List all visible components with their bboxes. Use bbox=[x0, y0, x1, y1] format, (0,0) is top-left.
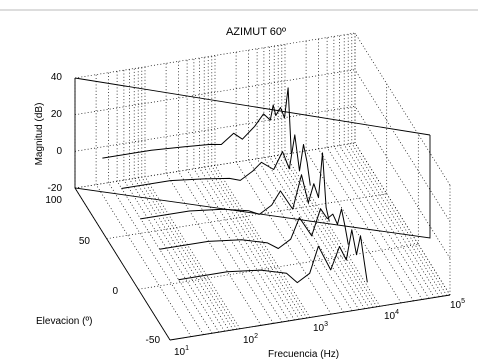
side-wall-grid-line bbox=[354, 69, 451, 222]
x-tick-label: 101 bbox=[174, 345, 189, 358]
curves-layer bbox=[102, 87, 368, 284]
floor-grid-line bbox=[214, 165, 311, 318]
top-back-edge bbox=[74, 77, 431, 136]
y-tick-label: 0 bbox=[112, 286, 118, 297]
floor-grid-line bbox=[269, 156, 365, 309]
floor-grid-line bbox=[199, 167, 295, 321]
floor-grid-line bbox=[347, 143, 444, 297]
floor-grid-line bbox=[123, 179, 220, 333]
floor-grid-line bbox=[74, 187, 171, 341]
x-axis: 101 102 103 104 105 Frecuencia (Hz) bbox=[174, 298, 465, 360]
chart-title: AZIMUT 60º bbox=[226, 26, 286, 38]
response-curve bbox=[178, 229, 368, 284]
y-tick-label: -50 bbox=[146, 335, 161, 346]
floor-grid-line bbox=[339, 145, 435, 298]
x-tick-label: 103 bbox=[313, 321, 328, 334]
back-wall-outline bbox=[74, 78, 431, 239]
floor-grid-line bbox=[235, 161, 332, 315]
y-tick-label: 100 bbox=[45, 195, 62, 206]
floor-grid-line bbox=[116, 181, 213, 334]
z-tick-label: 0 bbox=[56, 146, 62, 157]
y-tick-label: 50 bbox=[79, 236, 91, 247]
floor-grid-line bbox=[193, 168, 290, 322]
floor-grid-line bbox=[129, 179, 225, 332]
floor-grid-line bbox=[326, 147, 423, 300]
response-curve bbox=[140, 152, 330, 222]
floor-grid-line bbox=[186, 169, 283, 323]
response-curve bbox=[121, 134, 311, 189]
z-tick-label: 40 bbox=[51, 72, 63, 83]
z-tick-label: -20 bbox=[48, 183, 63, 194]
floor-grid-line bbox=[95, 184, 192, 337]
floor-grid-line bbox=[138, 243, 419, 290]
floor-grid-line bbox=[178, 171, 274, 324]
back-wall-grid-line bbox=[74, 69, 356, 116]
z-tick-label: 20 bbox=[51, 109, 63, 120]
x-tick-label: 102 bbox=[243, 333, 258, 346]
z-axis: 40 20 0 -20 Magnitud (dB) bbox=[34, 72, 62, 194]
floor-grid-line bbox=[207, 166, 304, 319]
floor-grid-line bbox=[277, 155, 374, 308]
floor-grid-line bbox=[169, 294, 451, 341]
floor-grid-line bbox=[144, 176, 241, 329]
floor-grid-line bbox=[273, 155, 370, 309]
floor-grid-line bbox=[343, 144, 440, 297]
floor-grid-line bbox=[281, 154, 378, 307]
response-curve bbox=[102, 87, 292, 159]
floor-grid-line bbox=[318, 148, 414, 302]
back-wall-grid-line bbox=[74, 142, 356, 189]
floor-grid-line bbox=[106, 193, 387, 240]
side-wall-grid-line bbox=[354, 32, 451, 186]
floor-grid-line bbox=[165, 173, 262, 326]
x-axis-label: Frecuencia (Hz) bbox=[268, 349, 339, 360]
side-wall-grid-line bbox=[354, 106, 451, 259]
floor-grid-line bbox=[351, 143, 448, 296]
floor-grid-line bbox=[333, 146, 430, 299]
floor-grid-line bbox=[137, 177, 234, 330]
floor-grid-line bbox=[133, 178, 230, 331]
grid-layer bbox=[74, 32, 451, 341]
x-tick-label: 105 bbox=[450, 298, 465, 311]
floor-grid-line bbox=[141, 177, 238, 330]
side-wall-grid-line bbox=[354, 142, 451, 296]
floor-grid-line bbox=[263, 157, 360, 310]
response-curve bbox=[159, 208, 349, 250]
floor-grid-line bbox=[305, 150, 402, 304]
floor-grid-line bbox=[256, 158, 353, 311]
floor-grid-line bbox=[203, 167, 300, 320]
y-axis: 100 50 0 -50 Elevacion (º) bbox=[36, 195, 160, 346]
floor-grid-line bbox=[108, 182, 204, 335]
y-axis-label: Elevacion (º) bbox=[36, 316, 92, 327]
back-wall-grid-line bbox=[74, 32, 356, 79]
x-tick-label: 104 bbox=[384, 309, 399, 322]
floor-grid-line bbox=[248, 159, 344, 313]
z-axis-label: Magnitud (dB) bbox=[34, 103, 45, 166]
back-wall-grid-line bbox=[74, 105, 356, 152]
floor-grid-line bbox=[284, 154, 381, 307]
axes-box bbox=[74, 77, 451, 341]
